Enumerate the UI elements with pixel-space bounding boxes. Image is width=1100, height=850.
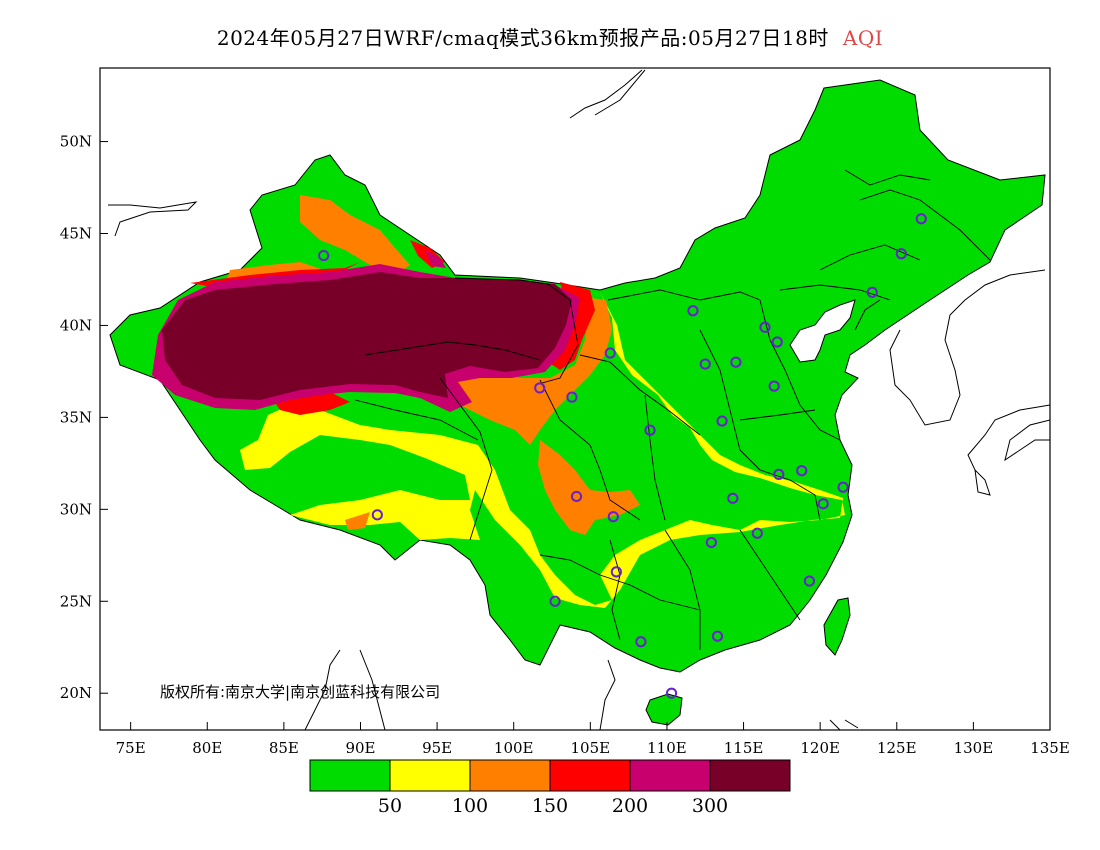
colorbar-label: 100 [452,795,488,817]
bohai-sea [789,299,856,363]
station-marker [837,481,849,493]
station-marker [371,509,383,521]
station-marker [705,536,717,549]
station-marker [549,595,561,607]
colorbar-label: 200 [612,795,648,817]
station-marker [866,286,878,298]
station-marker [610,566,622,578]
lat-tick-label: 25N [60,592,92,610]
map-title: 2024年05月27日WRF/cmaq模式36km预报产品:05月27日18时 A… [0,22,1100,51]
lon-tick-label: 85E [269,739,299,757]
station-marker [716,415,728,427]
station-marker [727,492,739,504]
neighbor-coastlines [108,69,1050,730]
station-marker [895,248,907,260]
map-frame [99,67,1051,731]
station-marker [803,575,816,587]
lon-tick-label: 115E [724,739,764,757]
colorbar-swatch [309,759,391,792]
lat-tick-label: 35N [60,408,92,426]
station-marker [711,630,724,642]
province-boundaries [354,169,991,650]
station-marker [604,347,616,359]
lat-tick-label: 20N [60,684,92,702]
lon-tick-label: 90E [345,739,375,757]
station-marker [796,465,808,477]
lat-tick-label: 45N [60,225,92,243]
station-marker [534,382,546,394]
lon-tick-label: 95E [422,739,452,757]
hainan-island [645,693,683,726]
latitude-axis: 50N 45N 40N 35N 30N 25N 20N [60,133,108,702]
colorbar-swatch [629,759,711,792]
colorbar-label: 300 [692,795,728,817]
station-marker [687,305,699,317]
station-marker [318,249,330,262]
station-marker [566,391,578,403]
aqi-hazardous-zone [162,272,572,400]
lon-tick-label: 120E [800,739,840,757]
lon-tick-label: 75E [116,739,146,757]
station-marker [635,636,647,648]
lat-tick-label: 30N [60,500,92,518]
colorbar-swatch [709,759,791,792]
station-marker [751,527,763,539]
aqi-moderate-zone [240,292,845,608]
station-marker [699,358,711,370]
lon-tick-label: 130E [954,739,994,757]
station-marker [817,498,829,510]
copyright-text: 版权所有:南京大学|南京创蓝科技有限公司 [160,683,440,701]
indicator-label: AQI [842,26,884,50]
station-marker [773,468,785,480]
taiwan-island [823,597,851,656]
lon-tick-label: 125E [877,739,917,757]
colorbar-swatch [469,759,551,792]
lat-tick-label: 40N [60,316,92,334]
station-marker [570,490,583,503]
station-marker [768,380,780,392]
map-area [108,69,1050,730]
lon-tick-label: 110E [647,739,687,757]
station-marker [665,687,678,699]
station-marker [607,511,619,523]
lon-tick-label: 100E [494,739,534,757]
station-marker [759,321,771,333]
station-marker [644,424,656,436]
colorbar-swatch [549,759,631,792]
lat-tick-label: 50N [60,133,92,151]
colorbar-label: 50 [378,795,402,817]
lon-tick-label: 135E [1030,739,1070,757]
lon-tick-label: 105E [571,739,611,757]
station-marker [730,356,742,368]
monitoring-stations [318,213,927,699]
aqi-colorbar: 50 100 150 200 300 [309,759,791,817]
longitude-axis: 75E 80E 85E 90E 95E 100E 105E 110E 115E 120E 125E 1… [116,722,1070,757]
colorbar-label: 150 [532,795,568,817]
station-marker [915,213,927,225]
title-text: 2024年05月27日WRF/cmaq模式36km预报产品:05月27日18时 [216,26,829,50]
station-marker [771,336,783,348]
lon-tick-label: 80E [192,739,222,757]
aqi-sensitive-zone [225,195,640,535]
colorbar-swatch [389,759,471,792]
